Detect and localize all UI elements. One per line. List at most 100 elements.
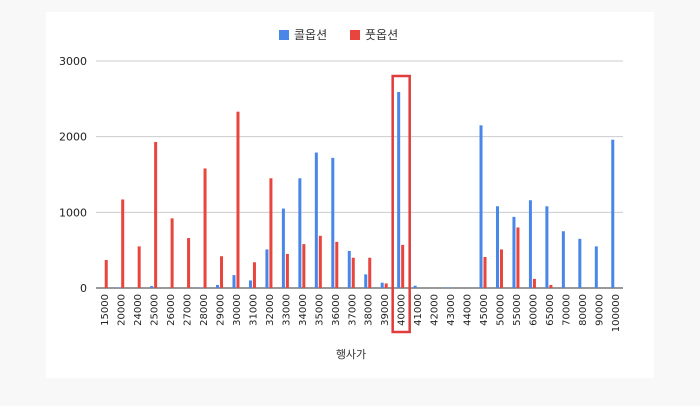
x-tick-37000: 37000 <box>347 294 358 326</box>
bar-put-31000 <box>252 262 256 288</box>
bar-put-30000 <box>236 111 240 289</box>
bar-put-45000 <box>483 256 487 288</box>
x-tick-42000: 42000 <box>430 294 441 326</box>
bar-put-33000 <box>285 253 289 288</box>
bars <box>104 92 615 289</box>
bar-put-55000 <box>516 227 520 288</box>
bar-call-32000 <box>265 249 269 288</box>
bar-call-90000 <box>594 246 598 288</box>
x-tick-43000: 43000 <box>446 294 457 326</box>
bar-call-45000 <box>479 125 483 288</box>
x-tick-31000: 31000 <box>248 294 259 326</box>
gridlines <box>96 60 623 289</box>
y-tick-1000: 1000 <box>59 206 87 219</box>
bar-call-80000 <box>578 238 582 288</box>
bar-put-38000 <box>368 257 372 288</box>
bar-put-24000 <box>137 246 141 288</box>
legend-label-1: 콜옵션 <box>294 28 327 42</box>
bar-call-36000 <box>331 157 335 288</box>
highlight-box-group <box>391 74 411 334</box>
bar-call-40000 <box>397 92 401 288</box>
y-tick-3000: 3000 <box>59 55 87 68</box>
bar-put-25000 <box>154 141 158 288</box>
x-tick-41000: 41000 <box>413 294 424 326</box>
bar-call-31000 <box>248 280 252 288</box>
x-tick-26000: 26000 <box>166 294 177 326</box>
x-tick-45000: 45000 <box>479 294 490 326</box>
bar-put-20000 <box>121 199 125 288</box>
bar-chart: 콜옵션 풋옵션 0 1000 2000 3000 15000 20000 24000 2500… <box>59 28 623 361</box>
bar-call-43000 <box>446 287 450 288</box>
legend: 콜옵션 풋옵션 <box>279 28 398 42</box>
bar-put-35000 <box>318 235 322 288</box>
chart-card: 콜옵션 풋옵션 0 1000 2000 3000 15000 20000 24000 2500… <box>46 12 654 378</box>
x-tick-20000: 20000 <box>117 294 128 326</box>
y-axis: 0 1000 2000 3000 <box>59 55 87 295</box>
x-tick-36000: 36000 <box>331 294 342 326</box>
bar-call-34000 <box>298 178 302 288</box>
bar-call-37000 <box>347 250 351 288</box>
x-tick-50000: 50000 <box>495 294 506 326</box>
legend-swatch-2 <box>350 30 360 40</box>
bar-put-27000 <box>187 238 191 288</box>
bar-call-100000 <box>611 139 615 288</box>
x-tick-33000: 33000 <box>281 294 292 326</box>
bar-call-35000 <box>314 152 318 288</box>
x-tick-25000: 25000 <box>150 294 161 326</box>
x-tick-70000: 70000 <box>561 294 572 326</box>
bar-call-41000 <box>413 285 417 288</box>
bar-put-50000 <box>499 249 503 288</box>
bar-call-39000 <box>380 282 384 288</box>
x-tick-35000: 35000 <box>314 294 325 326</box>
legend-swatch-1 <box>279 30 289 40</box>
bar-put-40000 <box>401 244 405 288</box>
bar-put-36000 <box>335 241 339 288</box>
x-tick-44000: 44000 <box>463 294 474 326</box>
x-tick-27000: 27000 <box>183 294 194 326</box>
y-tick-0: 0 <box>80 282 87 295</box>
x-tick-80000: 80000 <box>578 294 589 326</box>
bar-put-39000 <box>384 283 388 288</box>
bar-call-50000 <box>495 206 499 288</box>
x-tick-40000: 40000 <box>397 294 408 326</box>
bar-put-28000 <box>203 168 207 288</box>
bar-call-25000 <box>150 286 154 288</box>
x-axis: 15000 20000 24000 25000 26000 27000 28000 29000… <box>100 294 622 332</box>
y-tick-2000: 2000 <box>59 131 87 144</box>
bar-call-70000 <box>561 231 565 288</box>
bar-call-65000 <box>545 206 549 288</box>
x-tick-28000: 28000 <box>199 294 210 326</box>
bar-call-30000 <box>232 275 236 288</box>
x-tick-24000: 24000 <box>133 294 144 326</box>
x-tick-29000: 29000 <box>216 294 227 326</box>
x-tick-90000: 90000 <box>594 294 605 326</box>
bar-call-38000 <box>364 274 368 288</box>
bar-put-60000 <box>532 278 536 288</box>
bar-call-55000 <box>512 216 516 288</box>
bar-put-29000 <box>220 256 224 288</box>
x-tick-15000: 15000 <box>100 294 111 326</box>
x-tick-60000: 60000 <box>528 294 539 326</box>
x-tick-30000: 30000 <box>232 294 243 326</box>
bar-put-15000 <box>104 260 108 288</box>
x-tick-39000: 39000 <box>380 294 391 326</box>
bar-call-29000 <box>216 284 220 288</box>
x-tick-100000: 100000 <box>611 294 622 332</box>
bar-call-28000 <box>199 287 203 288</box>
x-tick-34000: 34000 <box>298 294 309 326</box>
bar-put-26000 <box>170 218 174 288</box>
bar-put-34000 <box>302 244 306 288</box>
x-tick-65000: 65000 <box>545 294 556 326</box>
x-axis-label: 행사가 <box>336 348 366 361</box>
x-tick-32000: 32000 <box>265 294 276 326</box>
bar-put-32000 <box>269 178 273 288</box>
x-tick-38000: 38000 <box>364 294 375 326</box>
legend-label-2: 풋옵션 <box>365 28 398 42</box>
bar-call-60000 <box>528 200 532 288</box>
bar-put-37000 <box>351 257 355 288</box>
highlight-box <box>391 74 411 334</box>
bar-call-20000 <box>117 287 121 288</box>
bar-call-33000 <box>281 208 285 288</box>
x-tick-55000: 55000 <box>512 294 523 326</box>
bar-put-65000 <box>549 284 553 288</box>
